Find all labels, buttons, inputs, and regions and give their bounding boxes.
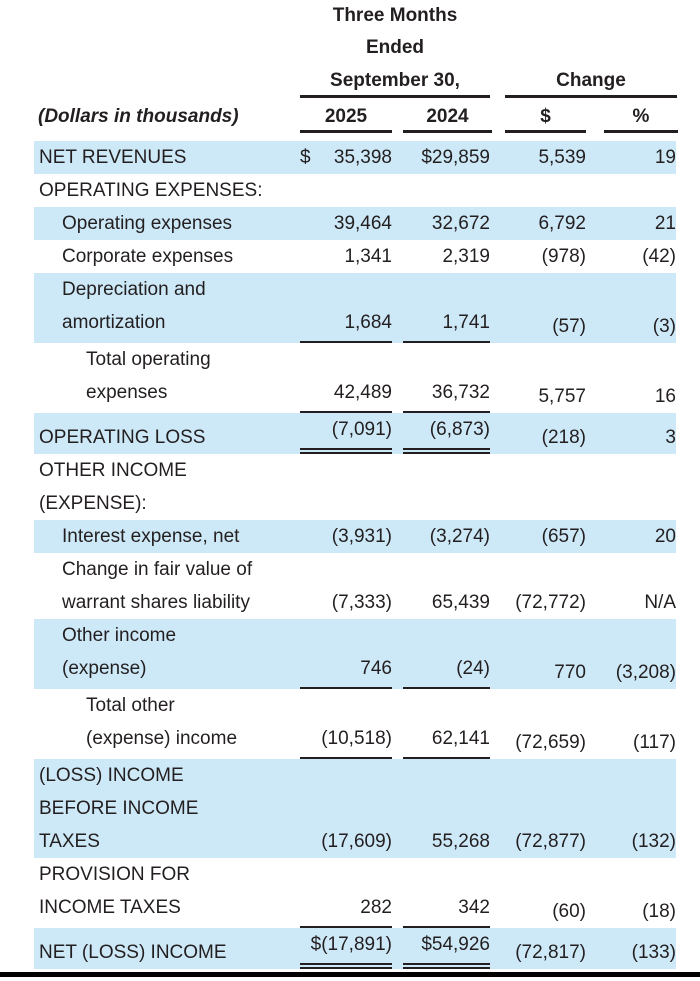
table-row: (LOSS) INCOME BEFORE INCOME TAXES (17,60… (34, 759, 676, 858)
row-label: NET REVENUES (39, 147, 187, 168)
value-2024: $54,926 (403, 928, 490, 969)
change-dollar-value: (72,772) (515, 592, 586, 613)
table-body: NET REVENUES $35,398 $29,859 5,539 19 OP… (34, 141, 676, 969)
change-percent-value: (42) (642, 246, 676, 267)
change-dollar-value: (978) (541, 246, 586, 267)
row-label: Change in fair value of warrant shares l… (62, 559, 253, 613)
value-2025: (10,518) (300, 722, 392, 759)
row-label: OPERATING EXPENSES: (39, 180, 263, 201)
change-dollar-value: 5,757 (538, 386, 586, 407)
period-heading-line1: Three Months (332, 5, 458, 26)
table-row: NET (LOSS) INCOME $(17,891) $54,926 (72,… (34, 928, 676, 969)
change-group-heading: Change (505, 69, 677, 98)
row-label: Interest expense, net (62, 526, 240, 547)
row-label: NET (LOSS) INCOME (39, 942, 227, 963)
change-percent-value: (133) (631, 942, 676, 963)
value-2025: 39,464 (333, 213, 392, 234)
table-row: Corporate expenses 1,341 2,319 (978) (42… (34, 240, 676, 273)
table-row: Total other (expense) income (10,518) 62… (34, 689, 676, 759)
change-percent-value: 21 (654, 213, 676, 234)
value-2024: (24) (403, 652, 490, 689)
value-2025: 42,489 (300, 376, 392, 413)
value-2024: 342 (403, 891, 490, 928)
value-2025: 1,341 (344, 246, 392, 267)
page-edge-bar (0, 972, 700, 977)
value-2025: $35,398 (300, 147, 392, 168)
value-2024: 62,141 (403, 722, 490, 759)
row-label: Total other (expense) income (86, 695, 238, 749)
row-label: (LOSS) INCOME BEFORE INCOME TAXES (39, 765, 199, 852)
row-label: OTHER INCOME (EXPENSE): (39, 460, 187, 514)
change-percent-value: (3) (652, 316, 676, 337)
change-dollar-value: (60) (552, 901, 586, 922)
change-dollar-value: (657) (541, 526, 586, 547)
value-2024: 2,319 (442, 246, 490, 267)
column-header-change-dollar: $ (505, 105, 586, 133)
table-row: PROVISION FOR INCOME TAXES 282 342 (60) … (34, 858, 676, 928)
change-dollar-value: (72,877) (515, 831, 586, 852)
table-row: OPERATING LOSS (7,091) (6,873) (218) 3 (34, 413, 676, 454)
table-row: NET REVENUES $35,398 $29,859 5,539 19 (34, 141, 676, 174)
table-row: OTHER INCOME (EXPENSE): (34, 454, 676, 520)
change-dollar-value: 770 (554, 662, 586, 683)
units-heading: (Dollars in thousands) (38, 106, 239, 127)
value-2024: 1,741 (403, 306, 490, 343)
row-label: PROVISION FOR INCOME TAXES (39, 864, 190, 918)
column-header-2025: 2025 (300, 105, 392, 133)
row-label: Corporate expenses (62, 246, 234, 267)
table-row: Total operating expenses 42,489 36,732 5… (34, 343, 676, 413)
table-row: Change in fair value of warrant shares l… (34, 553, 676, 619)
table-row: Depreciation and amortization 1,684 1,74… (34, 273, 676, 343)
value-2024: (6,873) (403, 413, 490, 454)
change-percent-value: (18) (642, 901, 676, 922)
change-percent-value: N/A (644, 592, 676, 613)
change-percent-value: (3,208) (615, 662, 676, 683)
value-2024: 55,268 (431, 831, 490, 852)
value-2024: $29,859 (421, 147, 490, 168)
value-2024: 65,439 (431, 592, 490, 613)
change-dollar-value: 5,539 (538, 147, 586, 168)
change-percent-value: 20 (654, 526, 676, 547)
change-dollar-value: (72,817) (515, 942, 586, 963)
value-2025: $(17,891) (300, 928, 392, 969)
value-2025: (3,931) (331, 526, 392, 547)
period-heading-line2: Ended (365, 37, 425, 58)
value-2024: 32,672 (431, 213, 490, 234)
value-2024: (3,274) (429, 526, 490, 547)
value-2024: 36,732 (403, 376, 490, 413)
value-2025: 746 (300, 652, 392, 689)
row-label: Total operating expenses (86, 349, 211, 403)
change-dollar-value: (72,659) (515, 732, 586, 753)
row-label: Depreciation and amortization (62, 279, 206, 333)
row-label: Other income (expense) (62, 625, 177, 679)
value-2025: 1,684 (300, 306, 392, 343)
row-label: Operating expenses (62, 213, 233, 234)
value-2025: 282 (300, 891, 392, 928)
value-2025: (7,091) (300, 413, 392, 454)
table-row: Interest expense, net (3,931) (3,274) (6… (34, 520, 676, 553)
change-percent-value: 3 (665, 427, 676, 448)
period-heading-line3: September 30, (300, 69, 490, 98)
change-percent-value: 16 (654, 386, 676, 407)
change-percent-value: (132) (631, 831, 676, 852)
column-header-2024: 2024 (403, 105, 492, 133)
value-2025: (7,333) (331, 592, 392, 613)
value-2025: (17,609) (321, 831, 392, 852)
table-row: Operating expenses 39,464 32,672 6,792 2… (34, 207, 676, 240)
change-percent-value: 19 (654, 147, 676, 168)
change-dollar-value: (218) (541, 427, 586, 448)
row-label: OPERATING LOSS (39, 427, 206, 448)
table-row: OPERATING EXPENSES: (34, 174, 676, 207)
change-dollar-value: 6,792 (538, 213, 586, 234)
change-percent-value: (117) (633, 732, 676, 753)
table-row: Other income (expense) 746 (24) 770 (3,2… (34, 619, 676, 689)
change-dollar-value: (57) (552, 316, 586, 337)
column-header-change-percent: % (604, 105, 678, 133)
